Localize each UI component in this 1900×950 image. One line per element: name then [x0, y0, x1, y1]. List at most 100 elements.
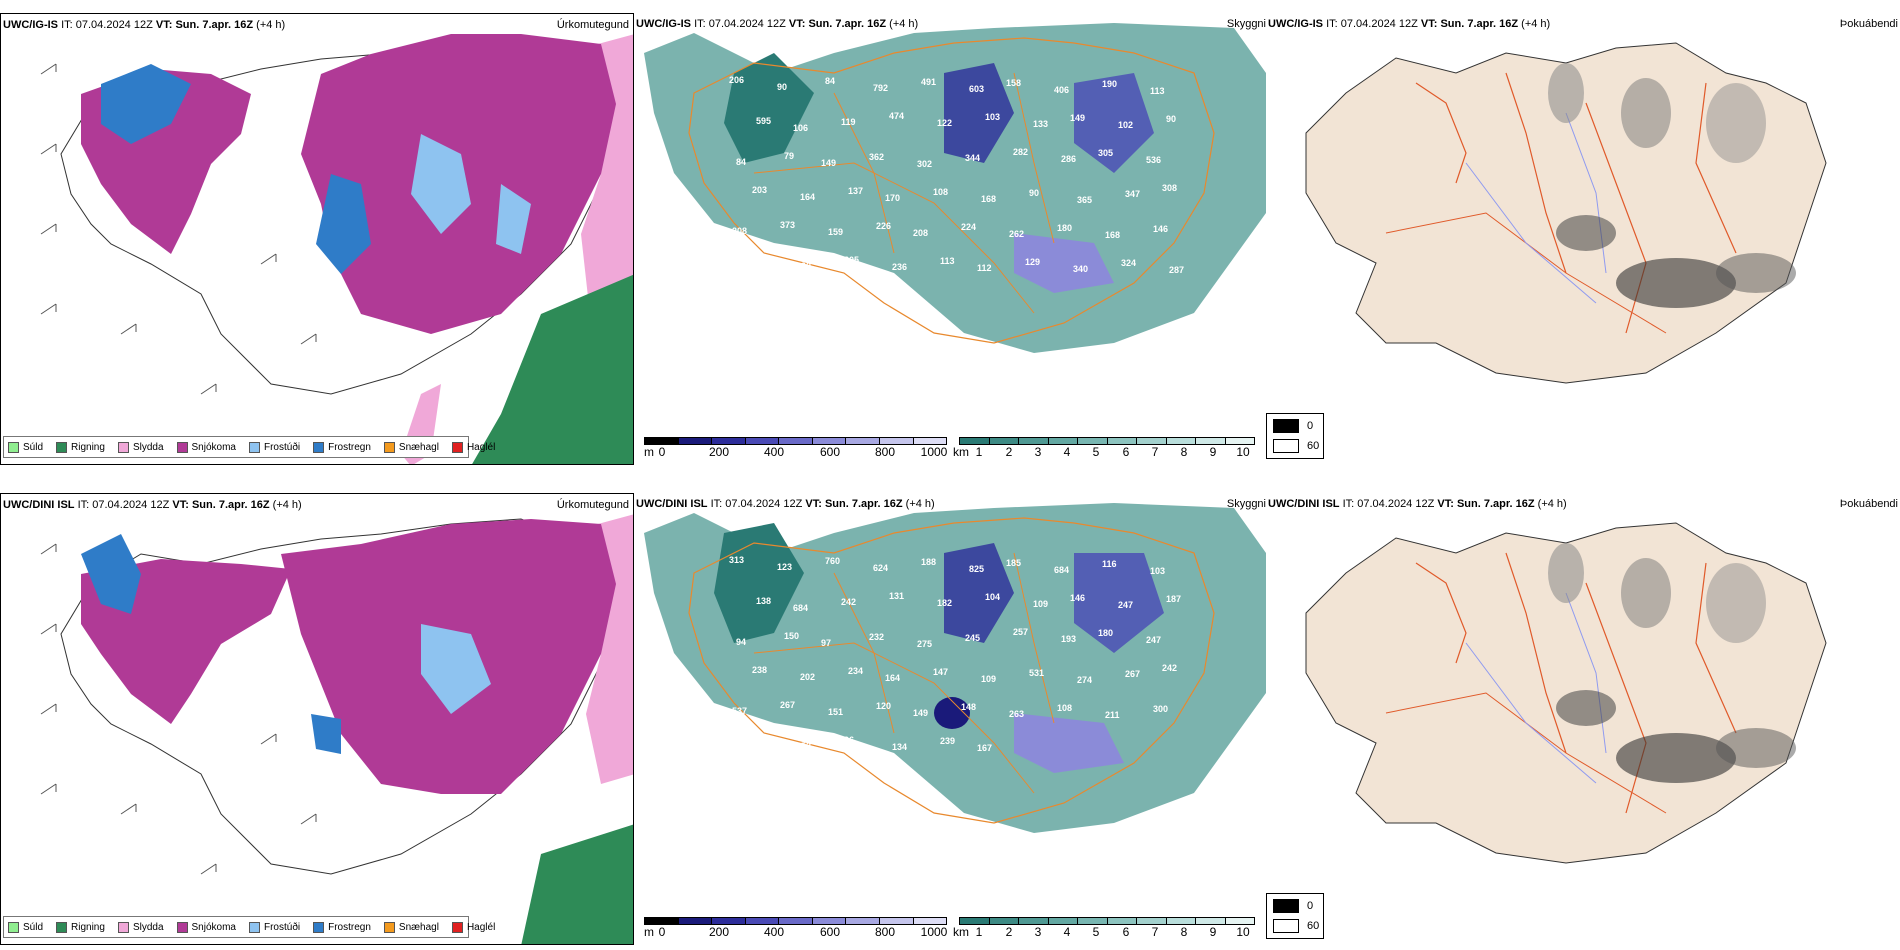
tick-label: 800	[874, 925, 896, 939]
ceiling-label: 96	[844, 735, 854, 745]
tick-label: 800	[874, 445, 896, 459]
valid-label: VT:	[155, 19, 173, 31]
legend-swatch	[8, 441, 19, 453]
cloud-value: 60	[1307, 440, 1320, 452]
valid-time: Sun. 7.apr. 16Z	[191, 499, 270, 511]
legend-swatch	[451, 441, 463, 453]
ceiling-label: 274	[1077, 675, 1092, 685]
init-time: 07.04.2024 12Z	[725, 498, 803, 510]
legend-item: Snæhagl	[383, 921, 439, 933]
ceiling-label: 102	[1118, 120, 1133, 130]
init-time: 07.04.2024 12Z	[1340, 18, 1418, 30]
legend-swatch	[56, 441, 68, 453]
ceiling-label: 79	[784, 151, 794, 161]
visibility-ticks: km 1 2 3 4 5 6 7 8 9 10	[953, 925, 1255, 939]
ceiling-label: 104	[985, 592, 1000, 602]
ceiling-label: 152	[796, 741, 811, 751]
tick-label: 1	[975, 445, 983, 459]
bar-segment	[1019, 438, 1049, 444]
legend-swatch	[248, 921, 260, 933]
ceiling-label: 137	[848, 186, 863, 196]
init-label: IT:	[694, 18, 706, 30]
bar-segment	[745, 918, 780, 924]
visibility-unit: km	[953, 445, 969, 459]
bar-segment	[1166, 918, 1196, 924]
tick-label: 1000	[920, 445, 948, 459]
ceiling-label: 247	[1146, 635, 1161, 645]
init-time: 07.04.2024 12Z	[708, 18, 786, 30]
ceiling-label: 491	[921, 77, 936, 87]
bar-segment	[879, 438, 914, 444]
ceiling-label: 603	[969, 84, 984, 94]
tick-label: 600	[819, 445, 841, 459]
ceiling-label: 300	[1153, 704, 1168, 714]
ceiling-label: 119	[841, 117, 856, 127]
ceiling-label: 536	[1146, 155, 1161, 165]
ceiling-ticks: m 0 200 400 600 800 1000	[644, 445, 947, 459]
ceiling-label: 90	[1166, 114, 1176, 124]
cloud-value: 0	[1307, 900, 1314, 912]
bar-segment	[989, 918, 1019, 924]
init-label: IT:	[1342, 498, 1355, 510]
ceiling-label: 206	[729, 75, 744, 85]
precip-legend: Súld Rigning Slydda Snjókoma Frostúði Fr…	[3, 436, 495, 458]
bar-segment	[913, 918, 947, 924]
ceiling-ticks: m 0 200 400 600 800 1000	[644, 925, 947, 939]
lead-time: (+4 h)	[256, 19, 286, 31]
ceiling-label: 84	[825, 76, 835, 86]
init-label: IT:	[710, 498, 723, 510]
fog-map-top: UWC/IG-IS IT: 07.04.2024 12Z VT: Sun. 7.…	[1266, 13, 1900, 465]
bar-segment	[913, 438, 947, 444]
valid-time: Sun. 7.apr. 16Z	[808, 18, 887, 30]
ceiling-label: 282	[1013, 147, 1028, 157]
tick-label: 2	[1005, 925, 1013, 939]
ceiling-label: 263	[1009, 709, 1024, 719]
visibility-ticks: km 1 2 3 4 5 6 7 8 9 10	[953, 445, 1255, 459]
ceiling-colorbar: m 0 200 400 600 800 1000	[644, 917, 947, 939]
legend-label: Rigning	[71, 921, 105, 933]
ceiling-label: 193	[1061, 634, 1076, 644]
panel-header: UWC/DINI ISL IT: 07.04.2024 12Z VT: Sun.…	[1266, 493, 1900, 517]
bar-segment	[779, 438, 813, 444]
legend-item: Frostúði	[248, 441, 300, 453]
cloud-legend-row: 60	[1273, 439, 1319, 453]
ceiling-label: 149	[821, 158, 836, 168]
lead-time: (+4 h)	[272, 499, 302, 511]
ceiling-label: 97	[821, 638, 831, 648]
ceiling-label: 146	[1153, 224, 1168, 234]
ceiling-label: 133	[1033, 119, 1048, 129]
legend-swatch	[117, 441, 129, 453]
cloud-legend-row: 0	[1273, 419, 1313, 433]
cloud-legend-row: 60	[1273, 919, 1319, 933]
ceiling-label: 167	[977, 743, 992, 753]
ceiling-label: 203	[752, 185, 767, 195]
run-info: UWC/IG-IS IT: 07.04.2024 12Z VT: Sun. 7.…	[1268, 17, 1550, 31]
ceiling-label: 305	[1098, 148, 1113, 158]
bar-segment	[1137, 438, 1167, 444]
bar-segment	[1078, 438, 1108, 444]
tick-label: 2	[1005, 445, 1013, 459]
ceiling-label: 245	[965, 633, 980, 643]
ceiling-label: 158	[1006, 78, 1021, 88]
precip-type-map-graphic	[40, 514, 633, 944]
ceiling-label: 224	[961, 222, 976, 232]
legend-item: Frostregn	[313, 921, 371, 933]
model-name: UWC/IG-IS	[636, 18, 691, 30]
map-title: Þokuábendi	[1839, 498, 1898, 510]
bar-segment	[645, 438, 679, 444]
ceiling-label: 684	[1054, 565, 1069, 575]
ceiling-label: 149	[913, 708, 928, 718]
ceiling-label: 208	[913, 228, 928, 238]
visibility-map-bottom: 313 123 760 624 188 825 185 684 116 103 138 684 242 1…	[634, 493, 1266, 945]
ceiling-label: 182	[937, 598, 952, 608]
model-name: UWC/DINI ISL	[1268, 498, 1340, 510]
bar-segment	[645, 918, 679, 924]
ceiling-label: 537	[732, 706, 747, 716]
cloud-legend-row: 0	[1273, 899, 1313, 913]
legend-item: Haglél	[451, 441, 495, 453]
visibility-bar	[959, 437, 1255, 445]
ceiling-label: 624	[873, 563, 888, 573]
ceiling-label: 247	[1118, 600, 1133, 610]
legend-item: Rigning	[56, 921, 105, 933]
ceiling-label: 287	[1169, 265, 1184, 275]
